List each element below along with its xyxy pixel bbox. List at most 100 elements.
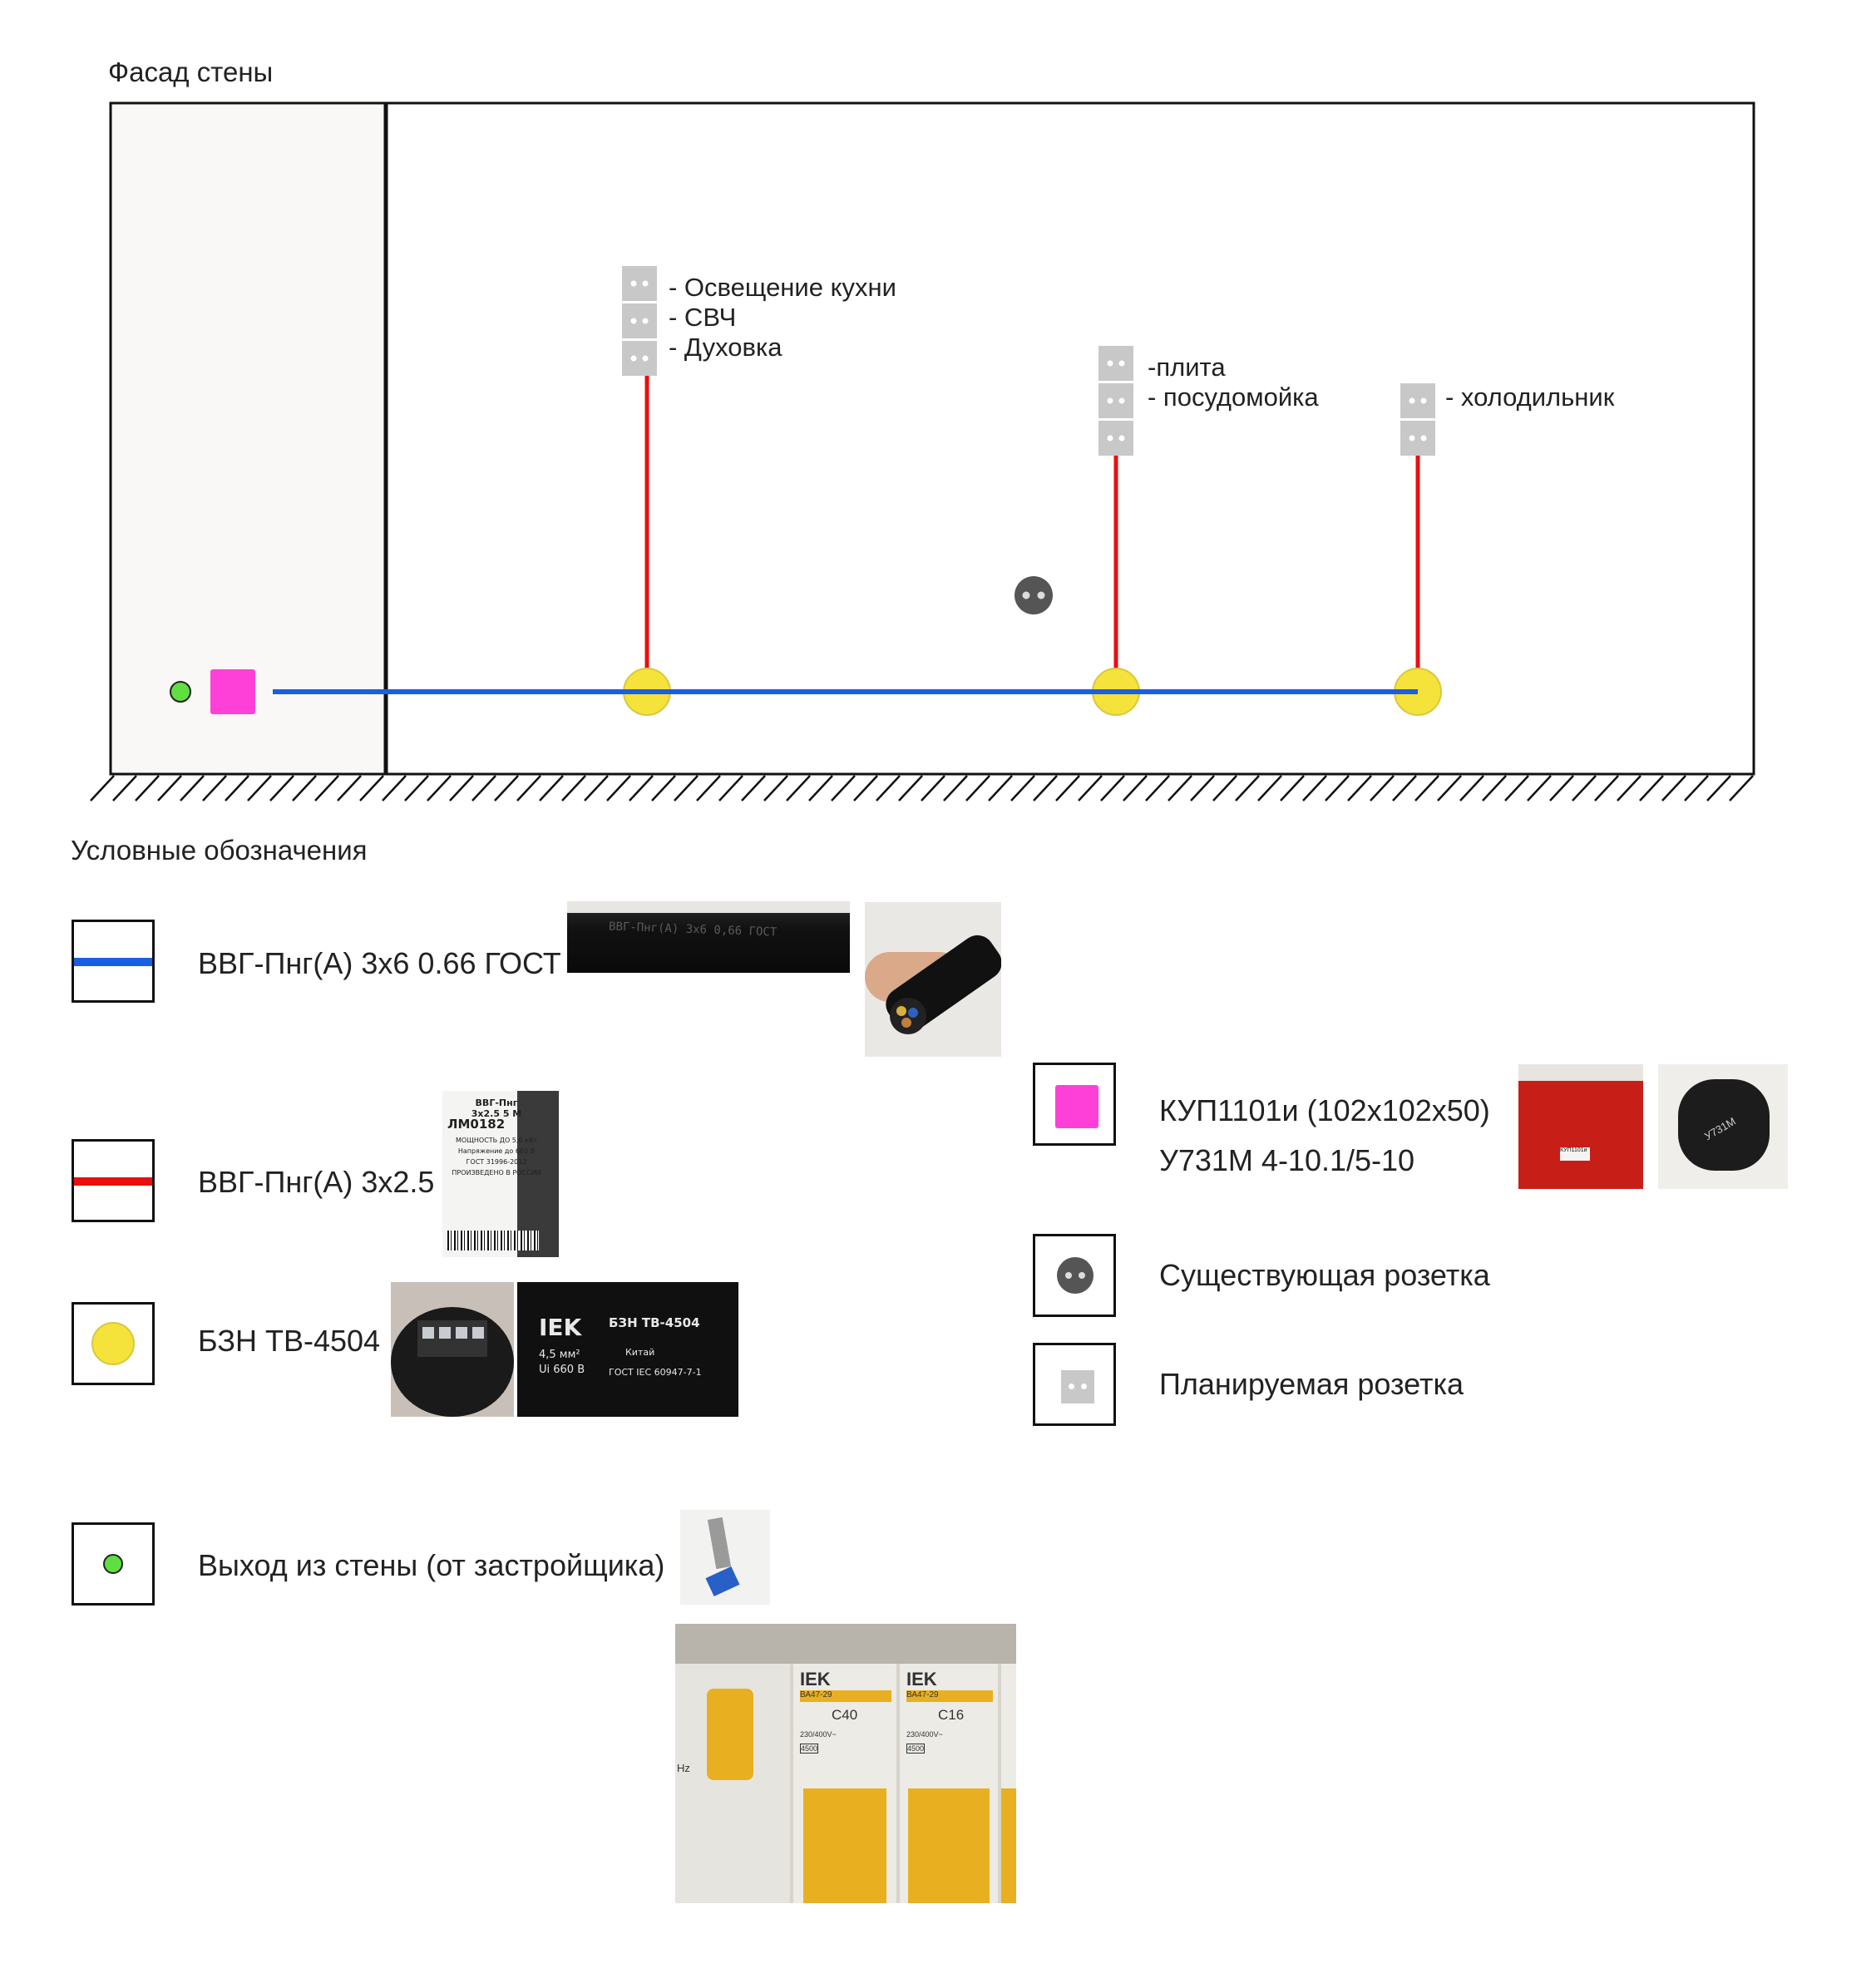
hatch-mark (1325, 775, 1350, 802)
iek-gost: ГОСТ IEC 60947-7-1 (609, 1367, 702, 1378)
legend-existing-socket-label: Существующая розетка (1159, 1258, 1490, 1292)
hatch-mark (988, 775, 1013, 802)
hatch-mark (1661, 775, 1686, 802)
hatch-mark (943, 775, 968, 802)
planned-socket-icon (1098, 383, 1133, 418)
red-box-label: КУП1101и (1560, 1147, 1590, 1161)
legend-outlet-label: Выход из стены (от застройщика) (198, 1548, 665, 1582)
hatch-mark (674, 775, 699, 802)
hatch-mark (1078, 775, 1103, 802)
left-panel (111, 103, 384, 774)
photo-red-box: КУП1101и (1518, 1064, 1643, 1189)
hatch-mark (1527, 775, 1552, 802)
hatch-mark (1257, 775, 1282, 802)
photo-wall-outlet (680, 1510, 770, 1605)
terminal (472, 1327, 484, 1339)
hatch-mark (696, 775, 721, 802)
legend-outlet-symbol (72, 1522, 155, 1606)
wall-outlet-icon (170, 681, 191, 703)
socket-pin (1065, 1272, 1072, 1279)
hatch-mark (1168, 775, 1192, 802)
floor-hatching (90, 772, 1754, 802)
rcd-module: Hz (675, 1664, 790, 1903)
socket-pin (642, 318, 649, 324)
hatch-mark (1504, 775, 1529, 802)
breaker-capacity: 4500 (906, 1744, 926, 1754)
hatch-mark (539, 775, 564, 802)
socket-pin (1420, 435, 1427, 441)
hatch-mark (1347, 775, 1372, 802)
hatch-mark (225, 775, 249, 802)
facade-drawing (90, 101, 1755, 802)
existing-socket-icon (1015, 576, 1053, 614)
hatch-mark (471, 775, 496, 802)
planned-socket-icon (622, 341, 657, 376)
breaker-partial (1001, 1664, 1016, 1903)
breaker-rating: C40 (832, 1707, 858, 1723)
hatch-mark (1100, 775, 1125, 802)
hatch-mark (1459, 775, 1484, 802)
group1-labels: - Освещение кухни - СВЧ - Духовка (669, 273, 896, 363)
hatch-mark (876, 775, 901, 802)
hatch-mark (1033, 775, 1058, 802)
barcode (447, 1231, 539, 1250)
hatch-mark (1437, 775, 1462, 802)
clamp-body (1678, 1079, 1770, 1171)
hatch-mark (629, 775, 654, 802)
tag-text: ВВГ-Пнг 3х2.5 5 М ЛМ0182 МОЩНОСТЬ ДО 5,6… (442, 1098, 550, 1178)
label-microwave: - СВЧ (669, 303, 737, 332)
photo-bg (567, 901, 850, 913)
socket-pin (1107, 360, 1113, 367)
photo-dark-edge (517, 1091, 559, 1257)
distribution-box-icon (1055, 1085, 1098, 1128)
hatch-mark (1302, 775, 1327, 802)
wall-outlet-icon (103, 1554, 123, 1574)
hatch-mark (1594, 775, 1619, 802)
legend-box-symbol (1033, 1063, 1116, 1146)
hatch-mark (741, 775, 766, 802)
legend-cable-6-label: ВВГ-Пнг(А) 3х6 0.66 ГОСТ (198, 946, 561, 980)
hatch-mark (359, 775, 384, 802)
socket-pin (1118, 435, 1125, 441)
hatch-mark (157, 775, 182, 802)
hatch-mark (516, 775, 541, 802)
iek-origin: Китай (625, 1347, 655, 1358)
hatch-mark (1235, 775, 1260, 802)
socket-pin (630, 280, 637, 287)
cable-section (890, 998, 926, 1034)
hatch-mark (449, 775, 474, 802)
hatch-mark (898, 775, 923, 802)
hatch-mark (651, 775, 676, 802)
hatch-mark (561, 775, 586, 802)
hatch-mark (202, 775, 227, 802)
hatch-mark (921, 775, 945, 802)
legend-planned-socket-symbol (1033, 1343, 1116, 1426)
label-stove: -плита (1148, 353, 1226, 382)
hatch-mark (1549, 775, 1574, 802)
photo-cable-end (865, 902, 1001, 1057)
hatch-mark (1706, 775, 1731, 802)
hatch-mark (831, 775, 856, 802)
socket-pin (1107, 397, 1113, 404)
socket-pin (1107, 435, 1113, 441)
hatch-mark (1572, 775, 1597, 802)
breaker-lever (908, 1788, 990, 1903)
wire-stub (707, 1517, 732, 1570)
legend-box-line2: У731М 4-10.1/5-10 (1159, 1143, 1415, 1177)
hatch-mark (1729, 775, 1754, 802)
hatch-mark (292, 775, 317, 802)
photo-breakers: Hz IEK ВА47-29 C40 230/400V~ 4500 IEK ВА… (675, 1624, 1016, 1903)
terminal (422, 1327, 434, 1339)
planned-socket-icon (1098, 346, 1133, 381)
breaker-lever (803, 1788, 886, 1903)
tag-line: ЛМ0182 (447, 1117, 506, 1132)
blue-tape (705, 1566, 740, 1597)
hatch-mark (1684, 775, 1709, 802)
hatch-mark (337, 775, 362, 802)
photo-bg (1518, 1064, 1643, 1081)
socket-pin (1118, 360, 1125, 367)
iek-logo: IEK (539, 1314, 582, 1341)
breaker-brand: IEK (906, 1669, 937, 1689)
planned-socket-icon (1400, 383, 1435, 418)
socket-pin (1420, 397, 1427, 404)
